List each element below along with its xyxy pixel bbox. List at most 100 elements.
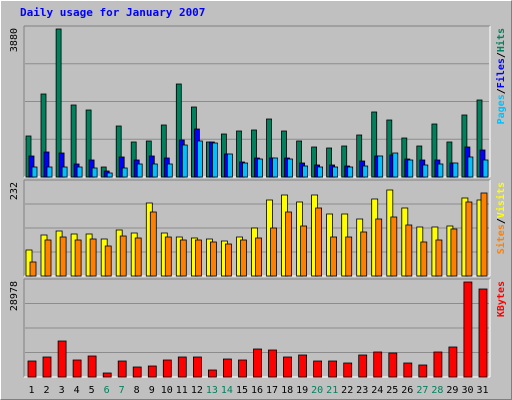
legend-separator: / xyxy=(496,52,507,58)
kbytes-bar xyxy=(313,360,323,378)
kbytes-bar xyxy=(448,346,458,378)
kbytes-bar xyxy=(102,372,112,378)
y-max-label: 3880 xyxy=(9,28,20,52)
kbytes-bar xyxy=(328,360,338,378)
x-tick-label: 4 xyxy=(74,385,80,396)
x-tick-label: 15 xyxy=(236,385,248,396)
sites-bar xyxy=(375,218,383,277)
pages-bar xyxy=(392,152,399,178)
pages-bar xyxy=(362,165,369,178)
hits-bar xyxy=(160,124,167,178)
x-tick-label: 23 xyxy=(356,385,368,396)
pages-bar xyxy=(46,166,53,178)
sites-bar xyxy=(224,243,232,277)
hits-bar xyxy=(401,137,408,178)
kbytes-bar xyxy=(358,354,368,378)
pages-bar xyxy=(422,164,429,178)
hits-bar xyxy=(85,109,92,178)
pages-bar xyxy=(467,156,474,178)
pages-bar xyxy=(61,166,68,178)
x-tick-label: 13 xyxy=(206,385,218,396)
sites-bar xyxy=(255,237,262,277)
sites-bar xyxy=(330,236,338,277)
sites-bar xyxy=(300,225,308,277)
hits-bar xyxy=(461,114,468,178)
kbytes-bar xyxy=(27,360,37,378)
legend-separator: / xyxy=(496,218,507,224)
files-bar xyxy=(58,152,65,178)
pages-bar xyxy=(121,167,128,178)
legend-visits: Visits xyxy=(495,182,507,218)
pages-bar xyxy=(181,144,188,178)
sites-bar xyxy=(44,239,52,277)
legend-kbytes: KBytes xyxy=(496,281,507,317)
hits-bar xyxy=(446,141,453,178)
pages-bar xyxy=(31,166,38,178)
legend-visits-sites: Sites/Visits xyxy=(495,182,507,254)
pages-bar xyxy=(226,153,233,178)
hits-bar xyxy=(296,140,303,178)
x-tick-label: 31 xyxy=(476,385,488,396)
sites-bar xyxy=(29,261,37,277)
sites-bar xyxy=(179,239,187,277)
sites-bar xyxy=(315,207,323,277)
hits-bar xyxy=(236,130,242,178)
x-tick-label: 19 xyxy=(296,385,308,396)
pages-bar xyxy=(452,162,459,178)
legend-files: Files xyxy=(495,58,507,88)
pages-bar xyxy=(317,166,324,178)
x-tick-label: 28 xyxy=(431,385,443,396)
pages-bar xyxy=(407,159,414,178)
pages-bar xyxy=(106,172,113,178)
hits-bar xyxy=(431,123,438,178)
pages-bar xyxy=(272,157,278,178)
pages-bar xyxy=(196,140,203,178)
kbytes-bar xyxy=(478,288,488,378)
files-bar xyxy=(118,156,125,178)
sites-bar xyxy=(59,236,67,277)
x-tick-label: 5 xyxy=(89,385,95,396)
x-tick-label: 3 xyxy=(59,385,65,396)
hits-bar xyxy=(55,28,62,178)
y-max-label: 232 xyxy=(9,182,20,200)
pages-bar xyxy=(437,163,444,178)
sites-bar xyxy=(390,216,398,277)
sites-bar xyxy=(285,211,292,277)
pages-bar xyxy=(347,166,354,178)
kbytes-bar xyxy=(403,362,413,378)
sites-bar xyxy=(209,241,217,277)
x-tick-label: 16 xyxy=(251,385,263,396)
x-tick-label: 10 xyxy=(161,385,173,396)
kbytes-bar xyxy=(343,362,353,378)
x-tick-label: 1 xyxy=(28,385,34,396)
kbytes-bar xyxy=(298,354,308,378)
x-tick-label: 17 xyxy=(266,385,278,396)
x-tick-label: 22 xyxy=(341,385,353,396)
x-tick-label: 29 xyxy=(446,385,458,396)
kbytes-bar xyxy=(117,360,127,378)
pages-bar xyxy=(151,163,158,178)
sites-bar xyxy=(89,238,97,277)
files-bar xyxy=(28,155,35,178)
kbytes-bar xyxy=(463,281,473,378)
hits-bar xyxy=(115,125,122,178)
sites-bar xyxy=(360,231,368,277)
kbytes-bar xyxy=(42,356,52,378)
sites-bar xyxy=(405,224,413,277)
sites-bar xyxy=(480,192,488,277)
hits-bar xyxy=(281,130,287,178)
hits-bar xyxy=(371,111,378,178)
kbytes-bar xyxy=(57,340,67,378)
sites-bar xyxy=(435,239,443,277)
sites-bar xyxy=(270,227,277,277)
kbytes-bar xyxy=(388,352,398,378)
kbytes-bar xyxy=(418,364,428,378)
x-tick-label: 9 xyxy=(149,385,155,396)
x-tick-label: 8 xyxy=(134,385,140,396)
pages-bar xyxy=(91,167,98,178)
legend-kbytes: KBytes xyxy=(496,281,507,317)
chart-title: Daily usage for January 2007 xyxy=(20,6,206,19)
kbytes-bar xyxy=(283,356,292,378)
hits-bar xyxy=(356,134,363,178)
x-tick-label: 2 xyxy=(43,385,49,396)
